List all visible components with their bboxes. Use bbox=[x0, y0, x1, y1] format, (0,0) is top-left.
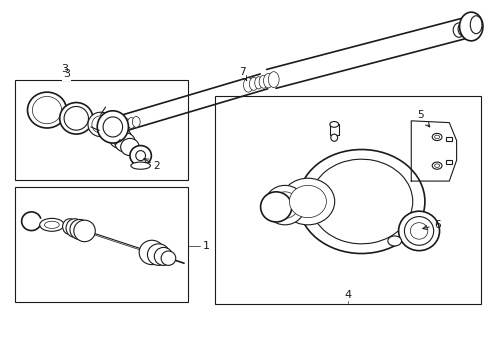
Ellipse shape bbox=[404, 217, 433, 245]
Ellipse shape bbox=[452, 23, 464, 37]
Ellipse shape bbox=[431, 162, 441, 169]
Ellipse shape bbox=[122, 119, 130, 130]
Ellipse shape bbox=[132, 117, 140, 127]
Ellipse shape bbox=[62, 219, 77, 234]
Ellipse shape bbox=[147, 244, 169, 265]
Ellipse shape bbox=[92, 116, 109, 133]
Ellipse shape bbox=[434, 164, 439, 167]
Text: 6: 6 bbox=[422, 220, 440, 230]
Ellipse shape bbox=[271, 192, 298, 219]
Ellipse shape bbox=[136, 150, 145, 161]
Ellipse shape bbox=[127, 118, 135, 129]
Ellipse shape bbox=[88, 112, 113, 136]
Ellipse shape bbox=[457, 22, 469, 36]
Ellipse shape bbox=[289, 185, 326, 218]
Ellipse shape bbox=[60, 103, 93, 134]
Ellipse shape bbox=[387, 236, 401, 246]
Ellipse shape bbox=[434, 135, 439, 139]
Text: 2: 2 bbox=[143, 159, 160, 171]
Ellipse shape bbox=[32, 96, 61, 124]
Bar bbox=[329, 125, 338, 135]
Ellipse shape bbox=[103, 117, 122, 137]
Text: 5: 5 bbox=[416, 111, 429, 127]
Ellipse shape bbox=[243, 78, 253, 92]
Text: 1: 1 bbox=[203, 241, 210, 251]
Ellipse shape bbox=[97, 111, 128, 143]
Ellipse shape bbox=[329, 122, 338, 127]
Ellipse shape bbox=[298, 149, 424, 253]
Ellipse shape bbox=[259, 75, 267, 88]
Ellipse shape bbox=[154, 247, 172, 265]
Ellipse shape bbox=[161, 251, 175, 265]
Ellipse shape bbox=[431, 134, 441, 140]
Bar bbox=[446, 159, 451, 164]
Ellipse shape bbox=[268, 72, 279, 87]
Bar bbox=[215, 96, 480, 304]
Ellipse shape bbox=[74, 220, 95, 242]
Ellipse shape bbox=[121, 138, 139, 156]
Ellipse shape bbox=[249, 77, 258, 90]
Ellipse shape bbox=[131, 162, 150, 169]
Ellipse shape bbox=[70, 220, 89, 239]
Bar bbox=[15, 80, 188, 180]
Text: 3: 3 bbox=[61, 64, 68, 74]
Ellipse shape bbox=[130, 145, 151, 166]
Ellipse shape bbox=[66, 219, 83, 237]
Ellipse shape bbox=[264, 185, 305, 225]
Ellipse shape bbox=[44, 221, 59, 228]
Ellipse shape bbox=[459, 12, 482, 41]
Text: 3: 3 bbox=[63, 69, 70, 79]
Ellipse shape bbox=[109, 127, 131, 148]
Ellipse shape bbox=[139, 240, 164, 265]
Ellipse shape bbox=[254, 77, 262, 89]
Text: 4: 4 bbox=[344, 291, 351, 301]
Bar bbox=[446, 137, 451, 141]
Ellipse shape bbox=[330, 134, 337, 141]
Ellipse shape bbox=[409, 223, 427, 239]
Ellipse shape bbox=[260, 192, 291, 222]
Ellipse shape bbox=[40, 219, 64, 231]
Ellipse shape bbox=[398, 211, 439, 251]
Text: 7: 7 bbox=[238, 67, 246, 81]
Ellipse shape bbox=[64, 107, 88, 130]
Bar bbox=[15, 187, 188, 302]
Ellipse shape bbox=[281, 178, 334, 225]
Ellipse shape bbox=[263, 73, 273, 88]
Ellipse shape bbox=[115, 133, 135, 152]
Ellipse shape bbox=[469, 16, 481, 34]
Ellipse shape bbox=[27, 92, 66, 128]
